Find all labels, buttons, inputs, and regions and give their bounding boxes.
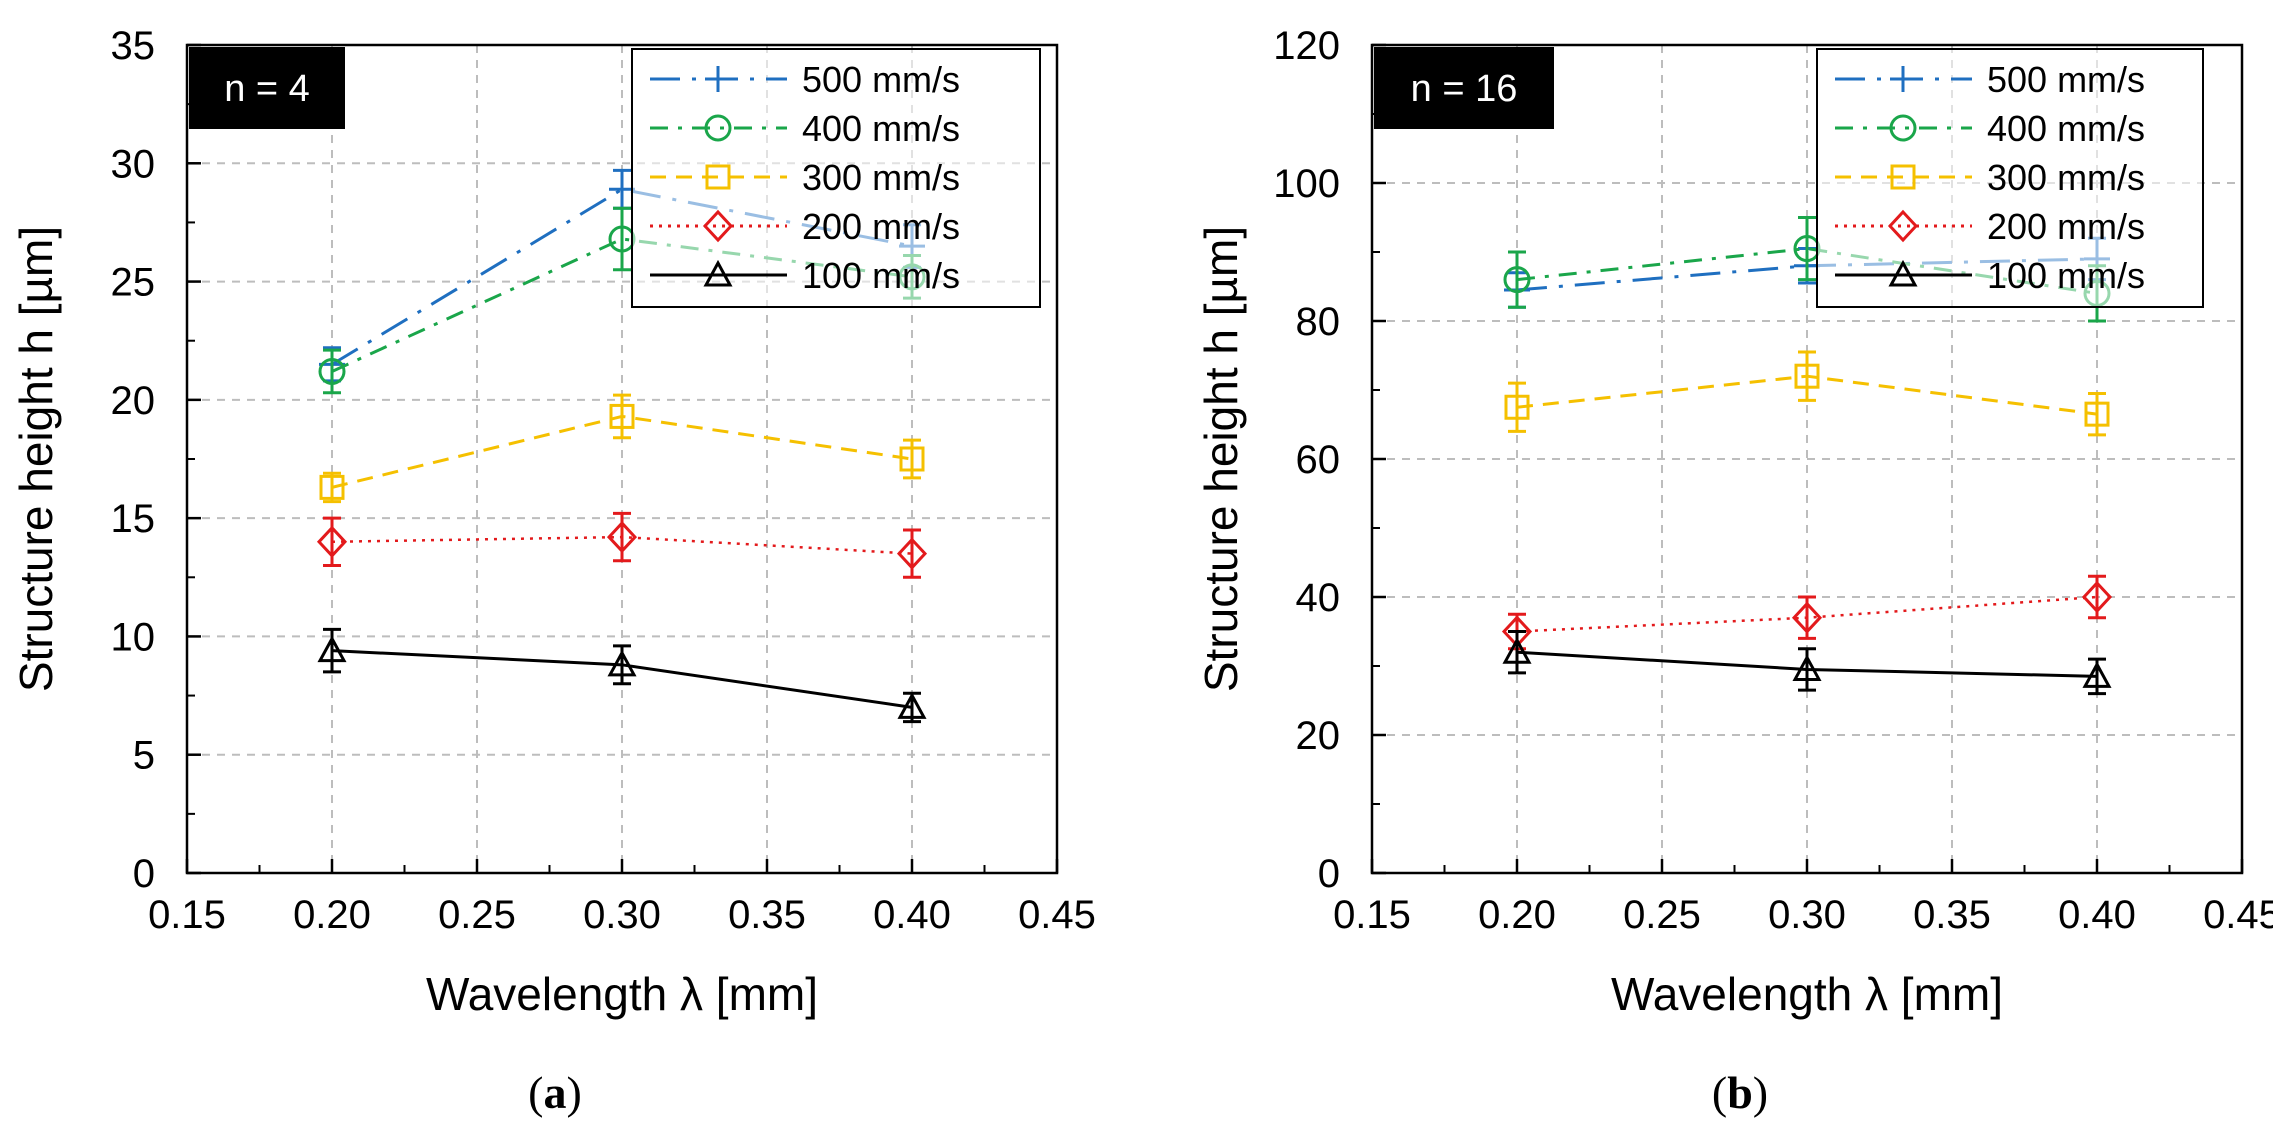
chart-panel-a: 0.15 0.20 0.25 0.30 0.35 0.40 0.45 0 5 10 15 20 25 30…	[10, 24, 1096, 1118]
legend-label: 300 mm/s	[802, 157, 960, 198]
legend-swatch-marker	[702, 209, 734, 243]
legend-swatch-marker	[1889, 114, 1917, 142]
y-tick-label: 15	[111, 497, 156, 541]
x-tick-label: 0.40	[2058, 893, 2136, 937]
caption-open: (	[528, 1067, 543, 1118]
legend-box	[631, 48, 1041, 308]
annotation-label: n = 16	[1411, 68, 1518, 110]
series-line	[1516, 247, 2098, 295]
y-axis-title: Structure height h [µm]	[10, 226, 62, 692]
y-tick-label: 60	[1296, 438, 1341, 482]
legend-swatch-marker	[1890, 164, 1916, 190]
legend-label: 200 mm/s	[802, 206, 960, 247]
x-tick-label: 0.25	[1623, 893, 1701, 937]
caption-open: (	[1712, 1067, 1727, 1118]
x-tick-label: 0.20	[293, 893, 371, 937]
data-point-marker	[1502, 637, 1532, 664]
series-300-mm-s	[319, 393, 925, 504]
y-tick-label: 120	[1273, 24, 1340, 68]
series-100-mm-s	[1502, 630, 2112, 696]
data-point-marker	[896, 537, 928, 570]
chart-panel-b: 0.15 0.20 0.25 0.30 0.35 0.40 0.45 0 20 40 60 80 100…	[1195, 24, 2273, 1118]
series-300-mm-s	[1504, 350, 2110, 437]
x-tick-label: 0.45	[1018, 893, 1096, 937]
legend-box	[1816, 48, 2204, 308]
legend-label: 400 mm/s	[1987, 108, 2145, 149]
legend-label: 100 mm/s	[802, 255, 960, 296]
x-tick-label: 0.15	[148, 893, 226, 937]
annotation-badge	[1374, 47, 1554, 129]
x-tick-label: 0.25	[438, 893, 516, 937]
data-point-marker	[1504, 394, 1530, 420]
x-tick-label: 0.20	[1478, 893, 1556, 937]
y-tick-label: 35	[111, 24, 156, 68]
y-tick-label: 30	[111, 142, 156, 186]
caption-letter: a	[544, 1067, 567, 1118]
x-tick-label: 0.30	[1768, 893, 1846, 937]
data-point-marker	[606, 520, 638, 554]
caption-close: )	[567, 1067, 582, 1118]
y-tick-label: 40	[1296, 576, 1341, 620]
data-point-marker	[319, 474, 345, 500]
legend-swatch-marker	[1888, 259, 1918, 287]
x-axis-title: Wavelength λ [mm]	[426, 968, 818, 1020]
data-point-marker	[899, 446, 925, 472]
series-100-mm-s	[317, 627, 927, 724]
panel-caption: (a)	[528, 1067, 582, 1118]
y-tick-label: 10	[111, 615, 156, 659]
x-tick-label: 0.30	[583, 893, 661, 937]
legend-swatch-marker	[703, 259, 733, 287]
series-200-mm-s	[316, 511, 928, 579]
x-tick-label: 0.35	[1913, 893, 1991, 937]
data-point-marker	[1792, 654, 1822, 681]
legend: 500 mm/s 400 mm/s 300 mm/s 200 mm/s 100 mm/s	[1816, 48, 2204, 308]
data-point-marker	[1791, 601, 1823, 634]
legend-label: 500 mm/s	[1987, 59, 2145, 100]
x-tick-label: 0.15	[1333, 893, 1411, 937]
data-point-marker	[607, 649, 637, 677]
legend-swatch-marker	[1890, 66, 1916, 92]
y-tick-label: 20	[111, 379, 156, 423]
legend-label: 200 mm/s	[1987, 206, 2145, 247]
data-point-marker	[316, 525, 348, 559]
x-tick-label: 0.45	[2203, 893, 2273, 937]
legend-swatch-marker	[704, 114, 732, 142]
caption-close: )	[1753, 1067, 1768, 1118]
y-tick-label: 0	[133, 852, 155, 896]
y-tick-label: 5	[133, 734, 155, 778]
y-tick-label: 20	[1296, 714, 1341, 758]
legend-label: 500 mm/s	[802, 59, 960, 100]
y-axis-title: Structure height h [µm]	[1195, 226, 1247, 692]
x-axis-title: Wavelength λ [mm]	[1611, 968, 2003, 1020]
y-tick-label: 25	[111, 261, 156, 305]
x-tick-label: 0.35	[728, 893, 806, 937]
legend-swatch-marker	[705, 164, 731, 190]
data-point-marker	[318, 357, 346, 385]
data-point-marker	[1503, 266, 1531, 294]
legend-swatch-marker	[1887, 209, 1919, 243]
data-point-marker	[2081, 580, 2113, 614]
data-point-marker	[2082, 661, 2112, 688]
data-point-marker	[2084, 401, 2110, 427]
data-point-marker	[1794, 363, 1820, 389]
legend-label: 100 mm/s	[1987, 255, 2145, 296]
data-point-marker	[609, 403, 635, 429]
legend-label: 300 mm/s	[1987, 157, 2145, 198]
y-tick-label: 0	[1318, 852, 1340, 896]
annotation-badge	[189, 47, 345, 129]
data-point-marker	[897, 692, 927, 719]
legend: 500 mm/s 400 mm/s 300 mm/s 200 mm/s 100 mm/s	[631, 48, 1041, 308]
x-tick-label: 0.40	[873, 893, 951, 937]
legend-swatch-marker	[705, 66, 731, 92]
annotation-label: n = 4	[224, 68, 310, 110]
y-tick-label: 80	[1296, 300, 1341, 344]
legend-label: 400 mm/s	[802, 108, 960, 149]
data-point-marker	[609, 176, 635, 203]
caption-letter: b	[1727, 1067, 1753, 1118]
y-tick-label: 100	[1273, 162, 1340, 206]
panel-caption: (b)	[1712, 1067, 1768, 1118]
data-point-marker	[317, 635, 347, 663]
